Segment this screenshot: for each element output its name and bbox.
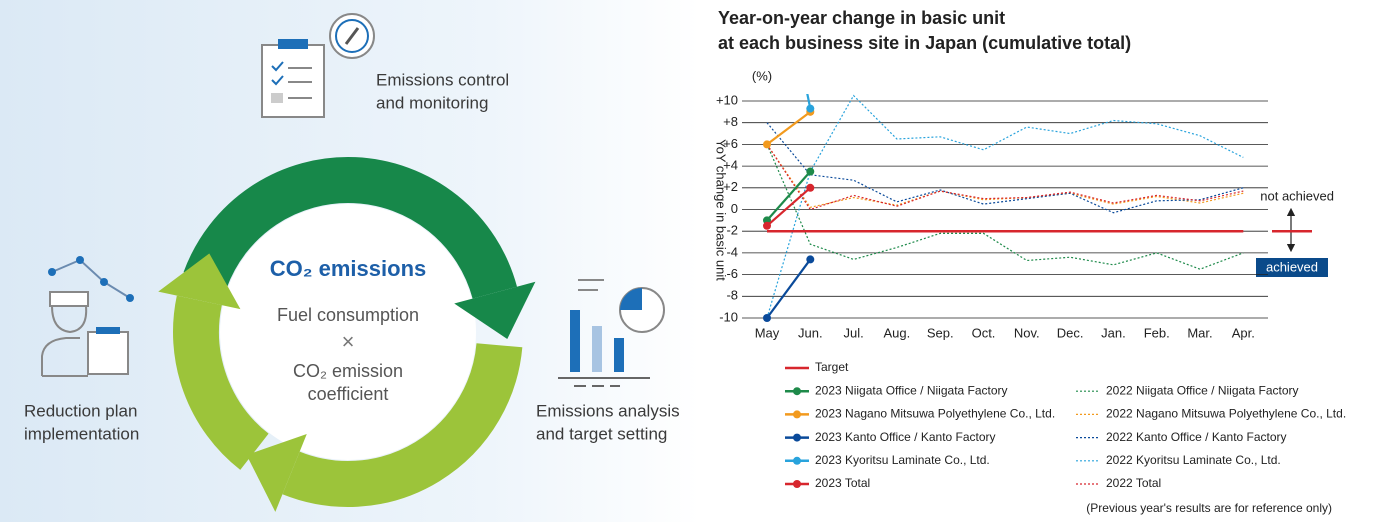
series-marker [806, 105, 814, 113]
y-tick-label: -10 [719, 309, 738, 324]
page: {"diagram": { "step_top": ["Emissions co… [0, 0, 1374, 522]
y-tick-label: 0 [731, 201, 738, 216]
series-line [767, 112, 810, 145]
legend-marker [793, 410, 801, 418]
not-achieved-label: not achieved [1260, 188, 1334, 203]
legend-label: 2022 Nagano Mitsuwa Polyethylene Co., Lt… [1106, 407, 1346, 421]
center-title: CO₂ emissions [270, 256, 427, 281]
legend-label: 2023 Niigata Office / Niigata Factory [815, 383, 1008, 397]
note: (Previous year's results are for referen… [1086, 501, 1332, 515]
x-tick-label: Oct. [972, 325, 996, 340]
x-tick-label: Dec. [1057, 325, 1084, 340]
step-right-line1: Emissions analysis [536, 401, 680, 420]
x-tick-label: May [755, 325, 780, 340]
center-line1: Fuel consumption [277, 305, 419, 325]
y-tick-label: -6 [726, 266, 738, 281]
legend-label: 2022 Kyoritsu Laminate Co., Ltd. [1106, 453, 1281, 467]
step-top-line1: Emissions control [376, 70, 509, 89]
series-line [767, 144, 1243, 209]
x-tick-label: Aug. [884, 325, 911, 340]
x-tick-label: Feb. [1144, 325, 1170, 340]
y-tick-label: -8 [726, 288, 738, 303]
legend-marker [793, 480, 801, 488]
x-tick-label: Mar. [1187, 325, 1212, 340]
legend-marker [793, 387, 801, 395]
y-tick-label: +10 [716, 92, 738, 107]
center-line2: CO₂ emission [293, 361, 403, 381]
series-marker [806, 168, 814, 176]
canvas: Emissions control and monitoring Emissio… [0, 0, 1374, 522]
step-left-line2: implementation [24, 424, 139, 443]
center-line3: coefficient [308, 384, 389, 404]
y-tick-label: -2 [726, 223, 738, 238]
series-marker [763, 314, 771, 322]
legend-label: 2023 Nagano Mitsuwa Polyethylene Co., Lt… [815, 407, 1055, 421]
legend-label: Target [815, 360, 849, 374]
center-operator: × [342, 329, 355, 354]
legend-label: 2023 Kanto Office / Kanto Factory [815, 430, 996, 444]
achieved-label: achieved [1266, 259, 1318, 274]
plot-area: -10 -8 -6 -4 -2 0 +2 +4 +6 +8 +10 May Jun. Jul. Aug. Se… [716, 0, 1346, 490]
series-line [767, 172, 810, 221]
legend-label: 2022 Niigata Office / Niigata Factory [1106, 383, 1299, 397]
y-tick-label: +6 [723, 136, 738, 151]
series-marker [806, 255, 814, 263]
x-tick-label: Jan. [1101, 325, 1126, 340]
x-tick-label: Sep. [927, 325, 954, 340]
y-unit: (%) [752, 68, 772, 83]
legend-label: 2023 Kyoritsu Laminate Co., Ltd. [815, 453, 990, 467]
x-tick-label: Apr. [1232, 325, 1255, 340]
y-tick-label: +4 [723, 158, 738, 173]
x-tick-label: Nov. [1014, 325, 1040, 340]
step-left-line1: Reduction plan [24, 401, 137, 420]
legend-label: 2022 Kanto Office / Kanto Factory [1106, 430, 1287, 444]
series-line [767, 144, 1243, 269]
series-line [767, 96, 1243, 318]
series-marker [806, 184, 814, 192]
x-tick-label: Jul. [843, 325, 863, 340]
y-tick-label: -4 [726, 244, 738, 259]
y-tick-label: +8 [723, 114, 738, 129]
series-marker [763, 222, 771, 230]
x-tick-label: Jun. [798, 325, 823, 340]
step-right-line2: and target setting [536, 424, 667, 443]
series-marker [763, 140, 771, 148]
step-top-line2: and monitoring [376, 93, 488, 112]
series-line [767, 259, 810, 318]
legend-marker [793, 434, 801, 442]
chart-title-line1: Year-on-year change in basic unit [718, 8, 1005, 28]
y-tick-label: +2 [723, 179, 738, 194]
legend-label: 2023 Total [815, 476, 870, 490]
legend-marker [793, 457, 801, 465]
legend-label: 2022 Total [1106, 476, 1161, 490]
chart-title-line2: at each business site in Japan (cumulati… [718, 33, 1131, 53]
